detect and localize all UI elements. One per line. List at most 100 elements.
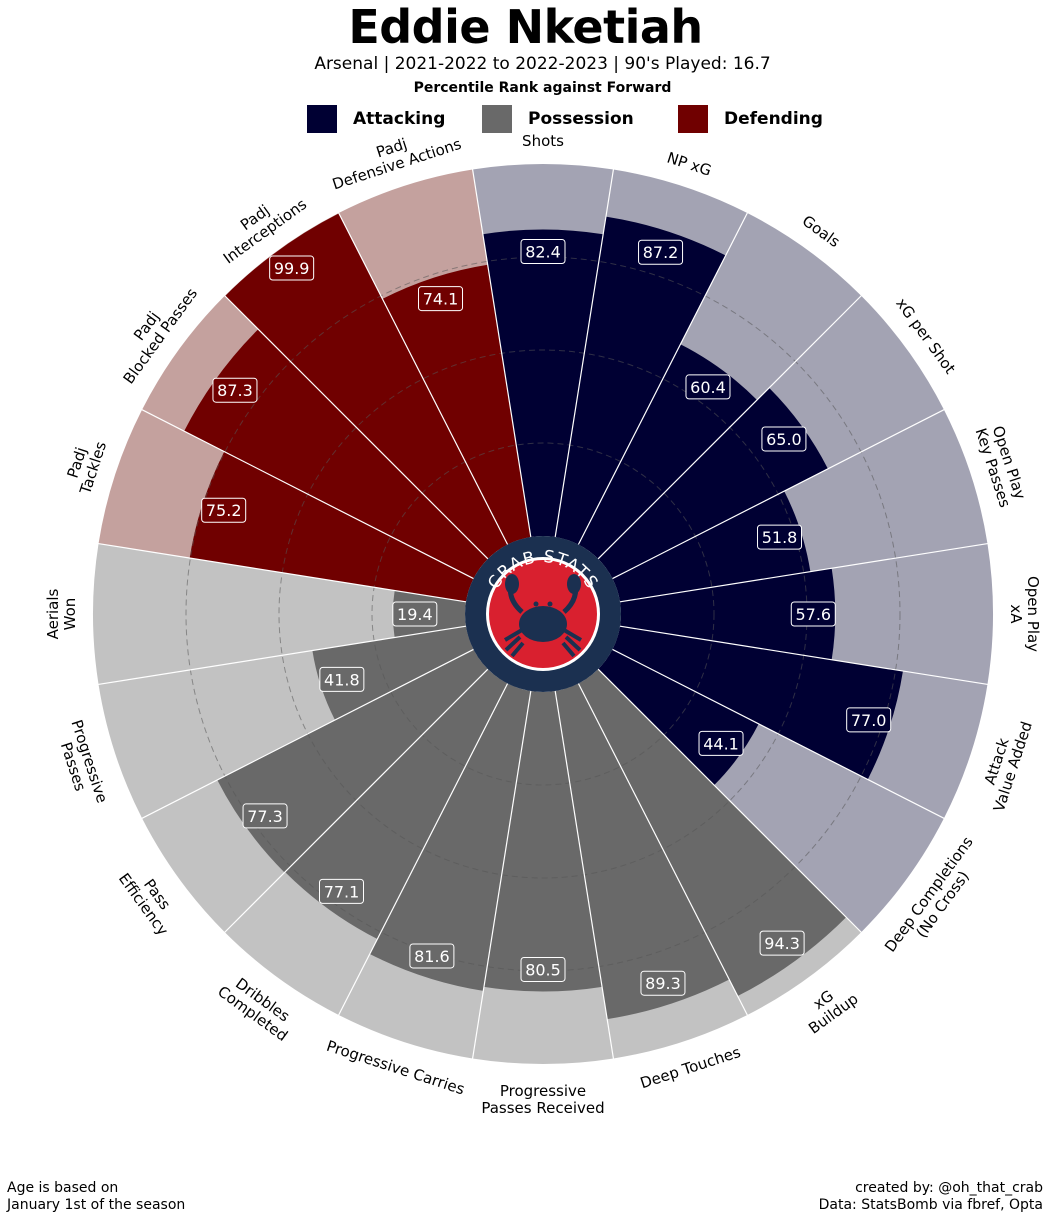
category-label-line: Open Play xyxy=(1024,576,1042,652)
value-label-pass-efficiency: 77.3 xyxy=(242,803,288,829)
bar-open-play-xa xyxy=(620,568,836,660)
separator-line xyxy=(471,690,532,1061)
value-box xyxy=(319,878,365,904)
separator-line xyxy=(337,210,509,545)
bar-progressive-passes-received xyxy=(483,691,603,992)
value-label-aerials-won: 19.4 xyxy=(392,601,438,627)
value-text: 89.3 xyxy=(645,974,681,993)
value-label-deep-completions-no-cross: 44.1 xyxy=(698,730,744,756)
value-text: 44.1 xyxy=(703,734,739,753)
category-label-progressive-passes: ProgressivePasses xyxy=(51,718,111,811)
bar-shots xyxy=(482,229,604,537)
separator-line xyxy=(577,210,749,545)
bar-attack-value-added xyxy=(612,626,903,780)
bg-wedge-aerials-won xyxy=(93,543,466,685)
category-label-goals: Goals xyxy=(799,212,844,251)
bar-deep-touches xyxy=(555,683,730,1020)
value-box xyxy=(790,601,836,627)
legend-label-defending: Defending xyxy=(724,109,823,129)
value-box xyxy=(698,730,744,756)
value-box xyxy=(242,803,288,829)
value-box xyxy=(269,255,315,281)
value-box xyxy=(409,943,455,969)
value-label-shots: 82.4 xyxy=(520,238,566,264)
separator-line xyxy=(554,690,615,1061)
separator-line xyxy=(471,167,532,538)
value-label-np-xg: 87.2 xyxy=(638,239,684,265)
legend-swatch-defending xyxy=(678,105,708,133)
value-label-progressive-passes: 41.8 xyxy=(319,666,365,692)
value-text: 99.9 xyxy=(274,259,310,278)
value-text: 82.4 xyxy=(525,242,561,261)
value-text: 57.6 xyxy=(795,605,831,624)
value-label-dribbles-completed: 77.1 xyxy=(319,878,365,904)
separator-line xyxy=(222,668,489,935)
value-box xyxy=(201,497,247,523)
separator-line xyxy=(577,683,749,1018)
legend-swatch-attacking xyxy=(307,105,337,133)
bar-open-play-key-passes xyxy=(612,491,811,602)
value-text: 60.4 xyxy=(690,378,726,397)
bar-padj-blocked-passes xyxy=(184,329,488,579)
footer-left-line1: Age is based on xyxy=(7,1180,119,1196)
value-label-padj-defensive-actions: 74.1 xyxy=(418,286,464,312)
category-label-line: Aerials xyxy=(44,588,62,639)
separator-line xyxy=(96,625,467,686)
separator-line xyxy=(612,648,947,820)
category-label-deep-touches: Deep Touches xyxy=(638,1043,743,1092)
category-label-open-play-xa: Open PlayxA xyxy=(1007,576,1042,652)
category-label-line: Won xyxy=(61,598,79,631)
value-label-padj-blocked-passes: 87.3 xyxy=(212,377,258,403)
separator-line xyxy=(597,293,864,560)
value-text: 51.8 xyxy=(762,528,798,547)
crab-icon xyxy=(503,574,583,658)
category-label-line: xA xyxy=(1007,604,1025,624)
value-text: 77.0 xyxy=(851,711,887,730)
value-label-attack-value-added: 77.0 xyxy=(846,707,892,733)
logo: CRAB STATS xyxy=(465,536,621,692)
category-label-np-xg: NP xG xyxy=(665,149,714,180)
value-text: 75.2 xyxy=(206,501,242,520)
bar-padj-interceptions xyxy=(225,213,508,559)
value-box xyxy=(757,524,803,550)
value-label-xg-per-shot: 65.0 xyxy=(761,426,807,452)
value-box xyxy=(418,286,464,312)
grid-ring xyxy=(371,442,715,786)
value-box xyxy=(319,666,365,692)
separator-line xyxy=(139,408,474,580)
category-label-padj-tackles: PadjTackles xyxy=(60,434,110,497)
bar-xg-buildup xyxy=(578,669,847,997)
category-label-line: Deep Touches xyxy=(638,1043,743,1092)
separator-line xyxy=(619,625,990,686)
separator-line xyxy=(96,542,467,603)
bar-progressive-carries xyxy=(369,683,531,991)
category-label-line: NP xG xyxy=(665,149,714,180)
separator-line xyxy=(597,668,864,935)
chart-title: Eddie Nketiah xyxy=(348,0,703,54)
footer-right-line1: created by: @oh_that_crab xyxy=(855,1180,1043,1196)
value-label-progressive-passes-received: 80.5 xyxy=(520,956,566,982)
legend-item-possession: Possession xyxy=(482,104,634,134)
value-label-open-play-key-passes: 51.8 xyxy=(757,524,803,550)
category-label-open-play-key-passes: Open PlayKey Passes xyxy=(972,421,1031,510)
footer-right-line2: Data: StatsBomb via fbref, Opta xyxy=(818,1197,1043,1213)
value-text: 41.8 xyxy=(324,670,360,689)
bar-progressive-passes xyxy=(312,626,474,721)
value-text: 65.0 xyxy=(766,430,802,449)
value-box xyxy=(761,426,807,452)
value-text: 87.3 xyxy=(217,381,253,400)
separator-line xyxy=(619,542,990,603)
chart-subtitle-rank: Percentile Rank against Forward xyxy=(413,80,672,96)
bar-padj-tackles xyxy=(189,451,474,602)
value-box xyxy=(392,601,438,627)
legend-swatch-possession xyxy=(482,105,512,133)
category-label-aerials-won: AerialsWon xyxy=(44,588,79,639)
category-label-line: Passes Received xyxy=(481,1099,604,1117)
footer-left-line2: January 1st of the season xyxy=(7,1197,186,1213)
category-label-progressive-passes-received: Progressive Passes Received xyxy=(481,1082,604,1117)
value-text: 74.1 xyxy=(423,290,459,309)
separator-line xyxy=(337,683,509,1018)
value-label-progressive-carries: 81.6 xyxy=(409,943,455,969)
value-label-padj-interceptions: 99.9 xyxy=(269,255,315,281)
